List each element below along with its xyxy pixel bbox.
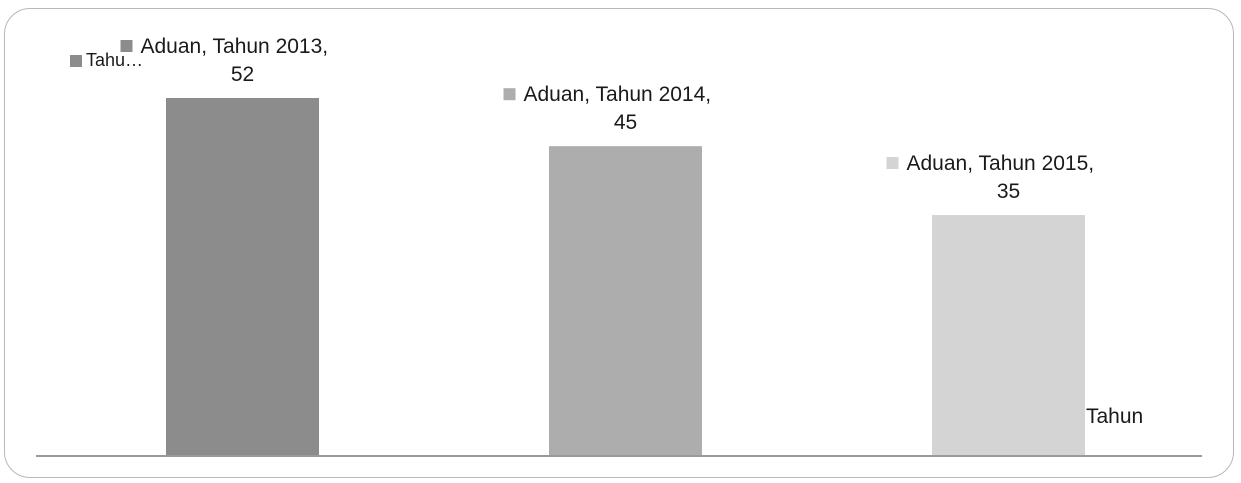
data-label-swatch-3 xyxy=(886,157,899,170)
bar-2 xyxy=(549,146,702,456)
data-value-2: 45 xyxy=(614,111,637,134)
x-axis-title: Tahun xyxy=(1086,405,1143,428)
legend-label: Tahu… xyxy=(86,50,144,70)
data-label-2: Aduan, Tahun 2014, xyxy=(524,83,712,106)
data-value-1: 52 xyxy=(231,63,254,86)
data-label-3: Aduan, Tahun 2015, xyxy=(907,152,1095,175)
bar-3 xyxy=(932,215,1085,456)
legend-swatch xyxy=(70,54,82,67)
data-label-swatch-2 xyxy=(503,88,516,101)
data-label-1: Aduan, Tahun 2013, xyxy=(141,35,329,58)
data-value-3: 35 xyxy=(997,180,1020,203)
bars-layer xyxy=(166,98,1085,456)
legend: Tahu… xyxy=(70,50,143,71)
labels-layer: Aduan, Tahun 2013, 52 Aduan, Tahun 2014, 45… xyxy=(120,35,1095,203)
data-label-swatch-1 xyxy=(120,40,133,52)
bar-1 xyxy=(166,98,319,456)
